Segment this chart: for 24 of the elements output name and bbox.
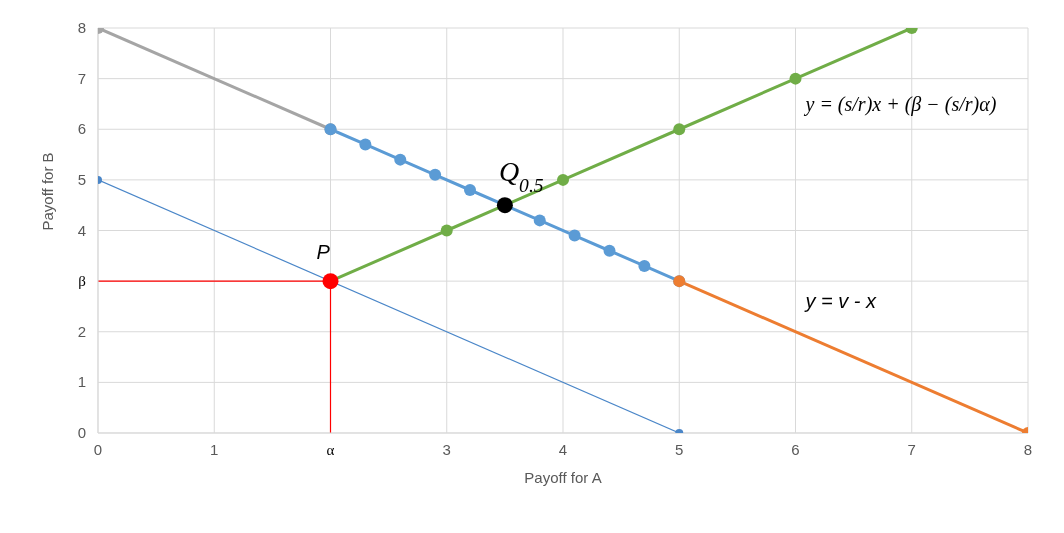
y-tick-label: 5: [77, 170, 86, 188]
annotation: y = v - x: [803, 289, 878, 312]
x-tick-label: 5: [675, 441, 684, 458]
x-tick-label: 0: [93, 441, 103, 458]
x-tick-label: 8: [1023, 441, 1033, 458]
y-tick-label: β: [78, 273, 86, 290]
x-tick-label: 4: [558, 441, 568, 458]
annotation: Q$_{0.5}$: [498, 156, 544, 196]
x-tick-label: 3: [442, 441, 451, 458]
x-tick-label: 7: [907, 441, 916, 458]
x-tick-label: α: [326, 442, 335, 458]
y-tick-label: 1: [77, 373, 86, 391]
y-tick-label: 2: [77, 322, 86, 340]
x-axis-title: Payoff for A: [524, 469, 602, 486]
y-tick-label: 6: [77, 120, 86, 138]
annotation: y = (s/r)x + (β − (s/r)α): [803, 92, 997, 116]
y-tick-label: 4: [77, 221, 86, 239]
y-axis-title: Payoff for B: [39, 152, 57, 231]
y-tick-label: 8: [77, 19, 86, 36]
y-tick-label: 7: [77, 69, 86, 87]
x-tick-label: 6: [791, 441, 800, 458]
y-tick-label: 0: [77, 424, 86, 441]
x-tick-label: 1: [210, 441, 219, 458]
annotation: P: [316, 241, 331, 264]
